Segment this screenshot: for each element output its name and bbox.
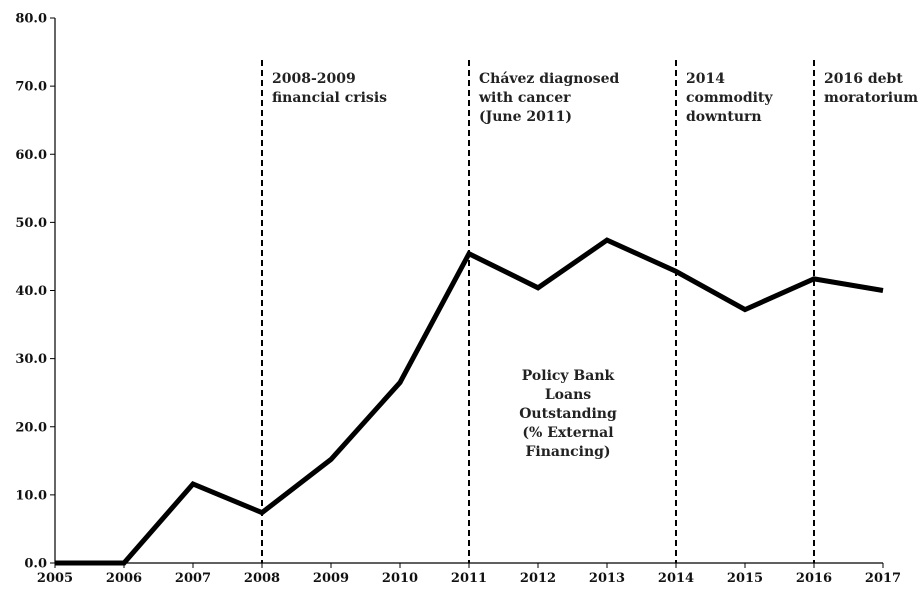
y-tick-label: 0.0 [24, 557, 47, 572]
x-tick-label: 2012 [520, 571, 556, 586]
event-annotation-line: downturn [686, 109, 762, 125]
event-annotation-line: financial crisis [272, 90, 387, 106]
y-tick-label: 80.0 [15, 12, 47, 27]
x-tick-label: 2015 [727, 571, 763, 586]
x-tick-label: 2014 [658, 571, 694, 586]
x-tick-label: 2011 [451, 571, 487, 586]
y-tick-label: 20.0 [15, 420, 47, 435]
event-annotation-line: Chávez diagnosed [479, 71, 620, 87]
series-label-line: Financing) [525, 444, 610, 460]
event-annotation-line: (June 2011) [479, 109, 572, 125]
x-tick-label: 2013 [589, 571, 625, 586]
x-tick-label: 2017 [865, 571, 901, 586]
y-tick-label: 60.0 [15, 148, 47, 163]
series-label: Policy Bank Loans Outstanding (% External Fi… [519, 368, 617, 460]
y-tick-label: 30.0 [15, 352, 47, 367]
y-tick-label: 50.0 [15, 216, 47, 231]
y-tick-label: 10.0 [15, 488, 47, 503]
x-tick-label: 2010 [382, 571, 418, 586]
event-annotation: 2014 commodity downturn [686, 71, 773, 125]
x-tick-label: 2016 [796, 571, 832, 586]
x-tick-label: 2005 [37, 571, 73, 586]
y-tick-label: 40.0 [15, 284, 47, 299]
event-lines: 2008-2009 financial crisis Chávez diagnose… [261, 60, 918, 563]
x-tick-label: 2008 [244, 571, 280, 586]
series-label-line: Loans [545, 387, 591, 403]
series-label-line: (% External [522, 425, 613, 441]
x-tick-label: 2006 [106, 571, 142, 586]
x-tick-label: 2009 [313, 571, 349, 586]
y-tick-label: 70.0 [15, 80, 47, 95]
y-axis: 0.0 10.0 20.0 30.0 40.0 50.0 60.0 70.0 80.0 [15, 12, 56, 572]
event-annotation: Chávez diagnosed with cancer (June 2011) [478, 71, 620, 125]
event-annotation-line: 2016 debt [824, 71, 903, 87]
event-annotation-line: 2008-2009 [272, 71, 356, 87]
series-layer [54, 237, 884, 566]
series-label-line: Outstanding [519, 406, 617, 422]
event-annotation-line: commodity [686, 90, 773, 106]
series-label-text: Policy Bank Loans Outstanding (% External Fi… [519, 368, 617, 460]
series-label-line: Policy Bank [522, 368, 615, 384]
event-annotation-line: with cancer [478, 90, 571, 106]
x-axis: 2005 2006 2007 2008 2009 2010 2011 2012 2013 2014… [37, 562, 901, 586]
event-annotation: 2008-2009 financial crisis [272, 71, 387, 106]
event-annotation: 2016 debt moratorium [824, 71, 918, 106]
event-annotation-line: moratorium [824, 90, 918, 106]
event-annotation-line: 2014 [686, 71, 725, 87]
x-tick-label: 2007 [175, 571, 211, 586]
